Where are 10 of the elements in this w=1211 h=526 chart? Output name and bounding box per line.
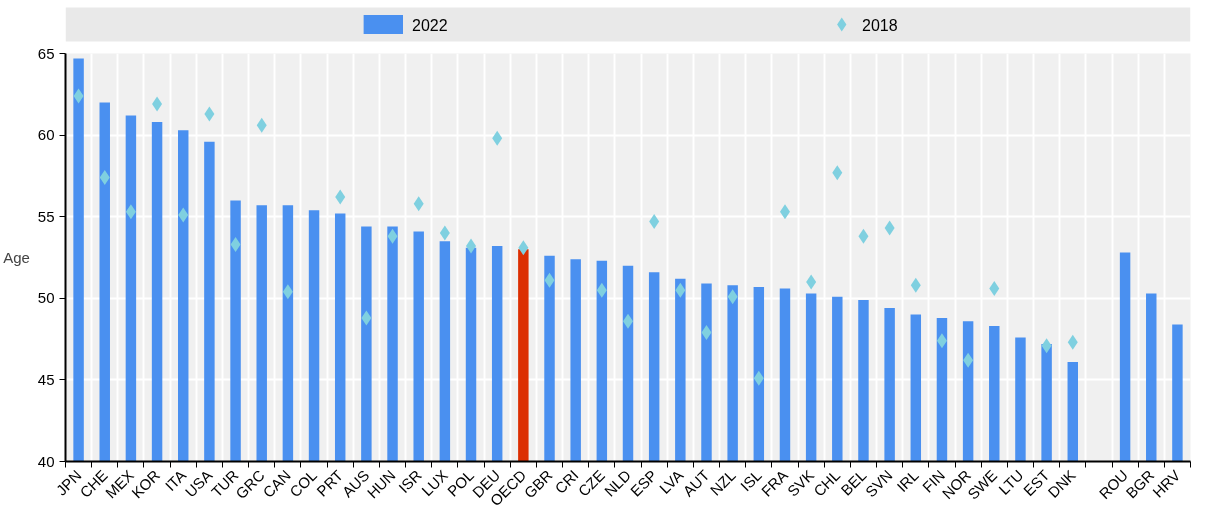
y-tick-label: 45 (37, 370, 55, 388)
legend-label: 2022 (412, 16, 448, 34)
legend-label: 2018 (862, 16, 898, 34)
x-tick-label: IRL (893, 466, 922, 496)
y-tick-label: 50 (37, 289, 55, 307)
y-tick-label: 60 (37, 126, 55, 144)
y-axis-title: Age (3, 249, 30, 266)
y-tick-label: 65 (37, 44, 55, 62)
y-tick-label: 55 (37, 207, 55, 225)
y-tick-label: 40 (37, 452, 55, 470)
